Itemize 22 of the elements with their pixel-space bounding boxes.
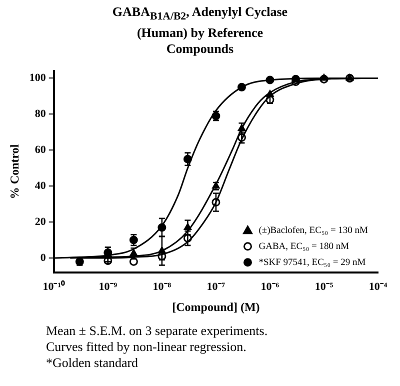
- x-tick-label: 10⁻⁵: [314, 280, 334, 292]
- y-tick-label: 60: [34, 144, 46, 156]
- chart-title: GABA$_{B1A/B2}$, Adenylyl Cyclase (Human) by Reference Compounds: [111, 4, 289, 57]
- x-tick-label: 10⁻¹⁰: [42, 279, 66, 292]
- x-tick-label: 10⁻⁴: [368, 280, 388, 292]
- legend-label: GABA, EC₅₀ = 180 nM: [258, 241, 350, 252]
- y-tick-label: 20: [34, 215, 46, 228]
- x-tick-label: 10⁻⁹: [98, 280, 118, 292]
- x-tick-label: 10⁻⁸: [152, 280, 172, 292]
- text: *Golden standard: [46, 354, 140, 371]
- y-tick-label: 40: [34, 180, 46, 192]
- text: Curves fitted by non-linear regression.: [46, 338, 248, 355]
- text: Mean ± S.E.M. on 3 separate experiments.: [46, 322, 269, 339]
- x-tick-label: 10⁻⁷: [206, 280, 226, 292]
- y-tick-label: 80: [34, 108, 46, 120]
- y-axis-title: % Control: [7, 143, 22, 199]
- legend-label: (±)Baclofen, EC₅₀ = 130 nM: [258, 225, 369, 236]
- legend-label: *SKF 97541, EC₅₀ = 29 nM: [258, 257, 366, 268]
- y-tick-label: 100: [29, 72, 46, 84]
- y-tick-label: 0: [40, 251, 46, 264]
- x-tick-label: 10⁻⁶: [260, 280, 280, 292]
- x-axis-title: [Compound] (M): [172, 299, 260, 314]
